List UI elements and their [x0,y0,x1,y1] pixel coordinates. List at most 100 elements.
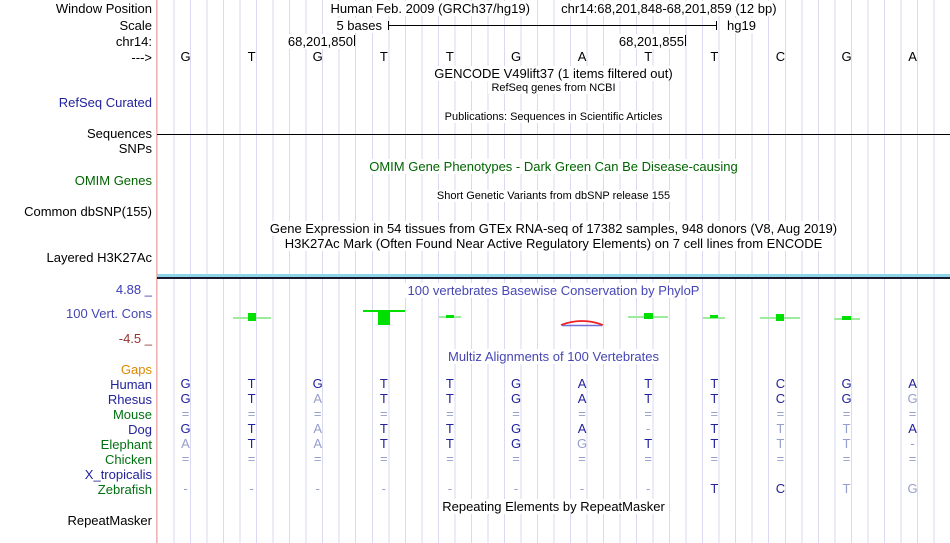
alignment-base: G [180,376,191,391]
conservation-negative-arc [558,315,606,329]
alignment-base: T [247,436,256,451]
conservation-min-value: -4.5 _ [118,331,152,346]
alignment-base: T [644,436,653,451]
track-label-sequences[interactable]: Sequences [86,126,152,141]
reference-base: T [644,49,653,64]
alignment-base: T [644,391,653,406]
alignment-base: C [775,391,786,406]
track-label-100-vert-cons[interactable]: 100 Vert. Cons [66,306,152,321]
track-label-snps[interactable]: SNPs [118,141,152,156]
track-title-publications[interactable]: Publications: Sequences in Scientific Ar… [157,111,950,124]
alignment-base: = [313,451,322,466]
track-title-phylop[interactable]: 100 vertebrates Basewise Conservation by… [157,283,950,298]
alignment-base: G [180,421,191,436]
alignment-base: = [512,406,520,421]
alignment-base: A [577,421,587,436]
alignment-base: T [247,376,256,391]
reference-base: G [510,49,522,64]
alignment-base: - [183,481,188,496]
window-position-title: Human Feb. 2009 (GRCh37/hg19) chr14:68,2… [157,1,950,16]
species-label-zebrafish[interactable]: Zebrafish [97,482,152,497]
alignment-base: = [181,451,190,466]
alignment-base: G [907,391,918,406]
alignment-base: T [710,376,719,391]
coordinate-right-tick [685,35,686,46]
alignment-base: = [908,451,917,466]
alignment-base: = [247,451,256,466]
conservation-max-value: 4.88 _ [115,282,152,297]
alignment-base: T [379,391,388,406]
track-title-multiz[interactable]: Multiz Alignments of 100 Vertebrates [157,349,950,364]
alignment-base: G [841,391,852,406]
alignment-base: - [249,481,254,496]
alignment-base: = [842,451,851,466]
alignment-base: T [247,421,256,436]
scale-ruler-left-tick [388,21,389,30]
species-label-rhesus[interactable]: Rhesus [107,392,152,407]
alignment-base: G [510,421,522,436]
alignment-base: A [313,391,323,406]
reference-base: A [577,49,587,64]
species-label-mouse[interactable]: Mouse [112,407,152,422]
assembly-tag: hg19 [725,18,758,33]
alignment-base: = [380,451,388,466]
track-label-common-dbsnp[interactable]: Common dbSNP(155) [24,204,152,219]
alignment-base: G [510,391,522,406]
species-label-gaps[interactable]: Gaps [120,362,152,377]
alignment-base: = [578,451,586,466]
track-title-repeatmasker[interactable]: Repeating Elements by RepeatMasker [157,499,950,514]
conservation-separator-dark [157,277,950,279]
alignment-base: = [710,451,719,466]
alignment-base: A [181,436,190,451]
species-label-human[interactable]: Human [110,377,152,392]
reference-base: G [312,49,323,64]
alignment-base: = [446,451,454,466]
alignment-base: = [380,406,388,421]
species-label-dog[interactable]: Dog [128,422,152,437]
track-title-gtex[interactable]: Gene Expression in 54 tissues from GTEx … [157,221,950,236]
track-title-refseq[interactable]: RefSeq genes from NCBI [157,82,950,95]
track-label-layered-h3k27ac[interactable]: Layered H3K27Ac [46,250,152,265]
alignment-base: T [445,376,454,391]
position-range-text: chr14:68,201,848-68,201,859 (12 bp) [558,1,780,16]
alignment-base: A [313,421,323,436]
alignment-base: = [644,451,652,466]
track-title-omim[interactable]: OMIM Gene Phenotypes - Dark Green Can Be… [157,159,950,174]
alignment-base: G [841,376,852,391]
track-title-dbsnp[interactable]: Short Genetic Variants from dbSNP releas… [157,190,950,203]
conservation-separator-cyan [157,274,950,277]
species-label-x_tropicalis[interactable]: X_tropicalis [84,467,152,482]
alignment-base: G [577,436,588,451]
species-label-elephant[interactable]: Elephant [100,437,152,452]
coordinate-left: 68,201,850 [287,34,353,49]
alignment-base: = [776,406,785,421]
alignment-base: T [710,421,719,436]
alignment-base: = [908,406,917,421]
alignment-base: T [379,436,388,451]
alignment-base: = [842,406,851,421]
track-label-omim-genes[interactable]: OMIM Genes [74,173,152,188]
alignment-base: G [510,376,522,391]
alignment-base: T [379,376,388,391]
track-title-gencode[interactable]: GENCODE V49lift37 (1 items filtered out) [157,66,950,81]
alignment-base: G [510,436,522,451]
alignment-base: T [379,421,388,436]
conservation-score-bar [445,315,454,318]
conservation-score-bar [710,315,719,318]
track-title-h3k27ac[interactable]: H3K27Ac Mark (Often Found Near Active Re… [157,236,950,251]
chromosome-label: chr14: [115,34,152,49]
alignment-base: T [842,481,851,496]
alignment-base: T [776,436,785,451]
track-label-repeatmasker[interactable]: RepeatMasker [67,513,152,528]
track-label-refseq-curated[interactable]: RefSeq Curated [58,95,152,110]
conservation-score-bar [643,313,653,319]
alignment-base: T [710,436,719,451]
conservation-score-bar [377,310,390,325]
species-label-chicken[interactable]: Chicken [105,452,152,467]
alignment-base: T [445,436,454,451]
alignment-base: - [381,481,386,496]
alignment-base: A [908,421,917,436]
scale-ruler-line [388,25,717,26]
alignment-base: = [247,406,256,421]
